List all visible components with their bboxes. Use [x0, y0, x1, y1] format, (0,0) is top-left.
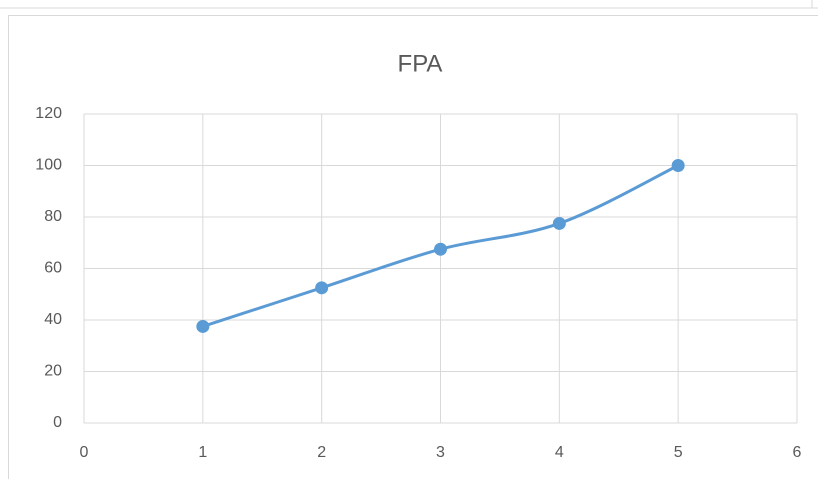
x-tick-label: 6	[793, 444, 802, 461]
x-tick-label: 1	[198, 444, 207, 461]
x-tick-label: 2	[317, 444, 326, 461]
y-tick-label: 0	[53, 414, 62, 431]
chart-title: FPA	[398, 50, 443, 77]
y-tick-label: 20	[44, 363, 62, 380]
data-point	[434, 242, 447, 256]
chart-frame	[8, 15, 818, 479]
y-tick-label: 80	[44, 208, 62, 225]
y-tick-label: 60	[44, 260, 62, 277]
x-tick-label: 3	[436, 444, 445, 461]
data-point	[196, 319, 210, 333]
y-tick-label: 100	[35, 157, 62, 174]
x-tick-label: 5	[674, 444, 683, 461]
data-point	[671, 159, 685, 172]
data-point	[315, 281, 329, 295]
y-tick-label: 120	[35, 105, 62, 122]
x-tick-label: 4	[555, 444, 564, 461]
x-tick-label: 0	[80, 444, 89, 461]
y-tick-label: 40	[44, 311, 62, 328]
data-point	[552, 216, 566, 230]
